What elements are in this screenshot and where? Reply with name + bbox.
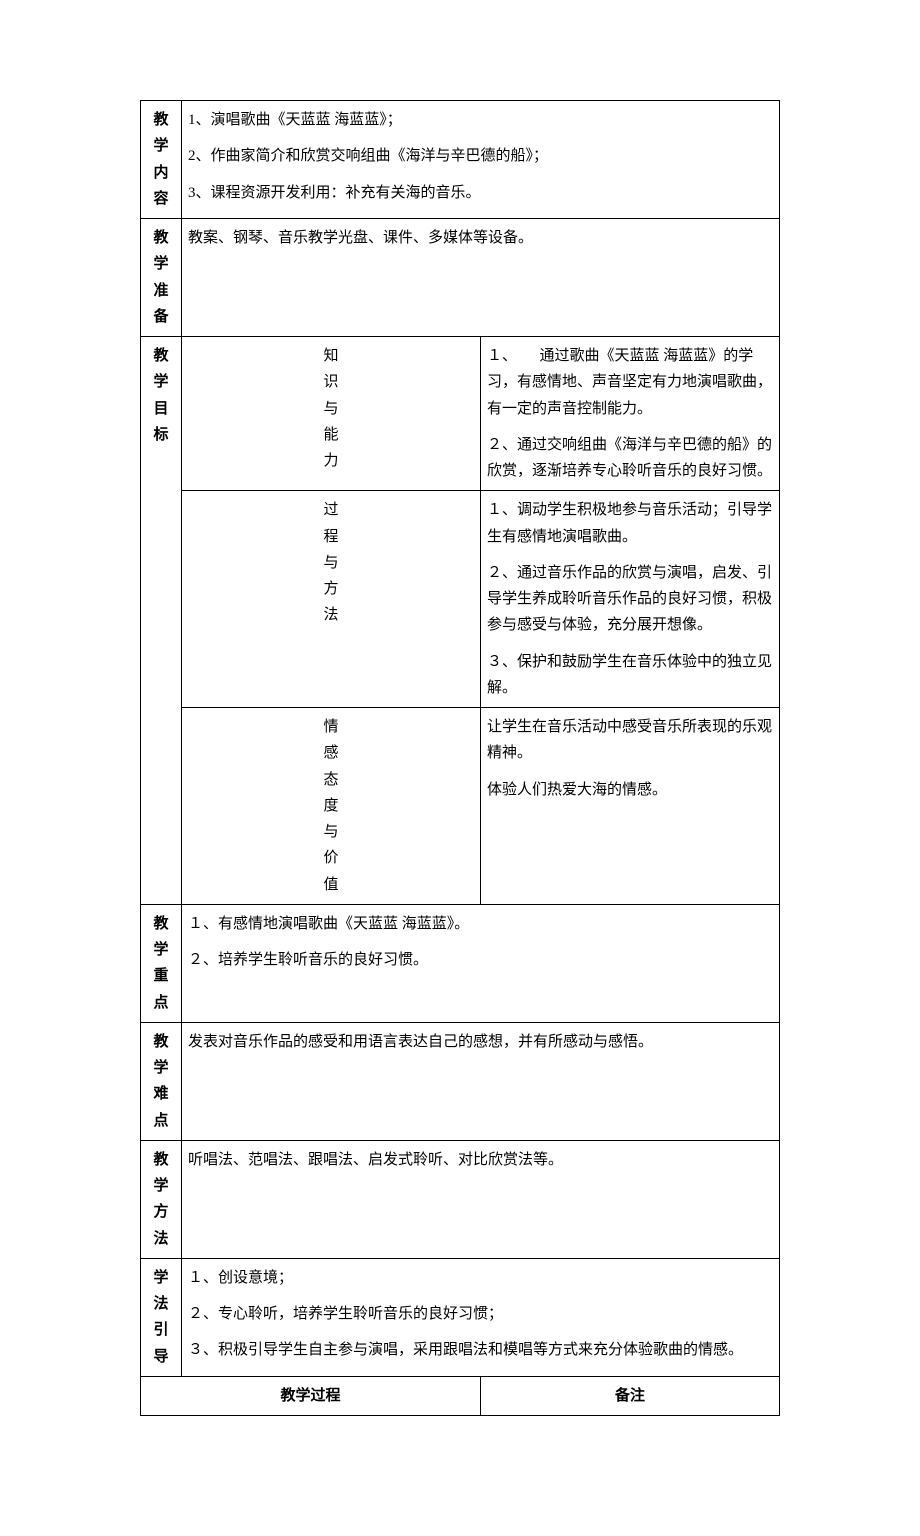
content-line-3: 3、课程资源开发利用：补充有关海的音乐。 bbox=[188, 180, 773, 206]
prep-body: 教案、钢琴、音乐教学光盘、课件、多媒体等设备。 bbox=[182, 219, 780, 337]
focus-2: ２、培养学生聆听音乐的良好习惯。 bbox=[188, 947, 773, 973]
lesson-plan-table: 教 学 内 容 1、演唱歌曲《天蓝蓝 海蓝蓝》； 2、作曲家简介和欣赏交响组曲《… bbox=[140, 100, 780, 1416]
attitude-body: 让学生在音乐活动中感受音乐所表现的乐观精神。 体验人们热爱大海的情感。 bbox=[481, 708, 780, 905]
process-1: １、调动学生积极地参与音乐活动；引导学生有感情地演唱歌曲。 bbox=[487, 497, 773, 550]
guide-body: １、创设意境； ２、专心聆听，培养学生聆听音乐的良好习惯； ３、积极引导学生自主… bbox=[182, 1258, 780, 1376]
label-difficulty: 教 学 难 点 bbox=[141, 1022, 182, 1140]
sublabel-knowledge: 知 识 与 能 力 bbox=[182, 337, 481, 491]
guide-2: ２、专心聆听，培养学生聆听音乐的良好习惯； bbox=[188, 1301, 773, 1327]
content-body: 1、演唱歌曲《天蓝蓝 海蓝蓝》； 2、作曲家简介和欣赏交响组曲《海洋与辛巴德的船… bbox=[182, 101, 780, 219]
content-line-2: 2、作曲家简介和欣赏交响组曲《海洋与辛巴德的船》； bbox=[188, 143, 773, 169]
label-focus: 教 学 重 点 bbox=[141, 904, 182, 1022]
knowledge-2: ２、通过交响组曲《海洋与辛巴德的船》的欣赏，逐渐培养专心聆听音乐的良好习惯。 bbox=[487, 432, 773, 485]
method-body: 听唱法、范唱法、跟唱法、启发式聆听、对比欣赏法等。 bbox=[182, 1140, 780, 1258]
focus-1: １、有感情地演唱歌曲《天蓝蓝 海蓝蓝》。 bbox=[188, 911, 773, 937]
knowledge-body: １、 通过歌曲《天蓝蓝 海蓝蓝》的学习，有感情地、声音坚定有力地演唱歌曲，有一定… bbox=[481, 337, 780, 491]
attitude-1: 让学生在音乐活动中感受音乐所表现的乐观精神。 bbox=[487, 714, 773, 767]
process-3: ３、保护和鼓励学生在音乐体验中的独立见解。 bbox=[487, 649, 773, 702]
focus-body: １、有感情地演唱歌曲《天蓝蓝 海蓝蓝》。 ２、培养学生聆听音乐的良好习惯。 bbox=[182, 904, 780, 1022]
label-content: 教 学 内 容 bbox=[141, 101, 182, 219]
process-body: １、调动学生积极地参与音乐活动；引导学生有感情地演唱歌曲。 ２、通过音乐作品的欣… bbox=[481, 491, 780, 708]
label-goals: 教 学 目 标 bbox=[141, 337, 182, 905]
guide-1: １、创设意境； bbox=[188, 1265, 773, 1291]
guide-3: ３、积极引导学生自主参与演唱，采用跟唱法和模唱等方式来充分体验歌曲的情感。 bbox=[188, 1337, 773, 1363]
content-line-1: 1、演唱歌曲《天蓝蓝 海蓝蓝》； bbox=[188, 107, 773, 133]
label-notes: 备注 bbox=[481, 1376, 780, 1415]
difficulty-body: 发表对音乐作品的感受和用语言表达自己的感想，并有所感动与感悟。 bbox=[182, 1022, 780, 1140]
label-prep: 教 学 准 备 bbox=[141, 219, 182, 337]
label-guide: 学 法 引 导 bbox=[141, 1258, 182, 1376]
label-method: 教 学 方 法 bbox=[141, 1140, 182, 1258]
process-2: ２、通过音乐作品的欣赏与演唱，启发、引导学生养成聆听音乐作品的良好习惯，积极参与… bbox=[487, 560, 773, 639]
lesson-plan-page: 教 学 内 容 1、演唱歌曲《天蓝蓝 海蓝蓝》； 2、作曲家简介和欣赏交响组曲《… bbox=[0, 0, 920, 1536]
knowledge-1: １、 通过歌曲《天蓝蓝 海蓝蓝》的学习，有感情地、声音坚定有力地演唱歌曲，有一定… bbox=[487, 343, 773, 422]
sublabel-attitude: 情 感 态 度 与 价 值 bbox=[182, 708, 481, 905]
sublabel-process: 过 程 与 方 法 bbox=[182, 491, 481, 708]
label-process: 教学过程 bbox=[141, 1376, 481, 1415]
attitude-2: 体验人们热爱大海的情感。 bbox=[487, 777, 773, 803]
